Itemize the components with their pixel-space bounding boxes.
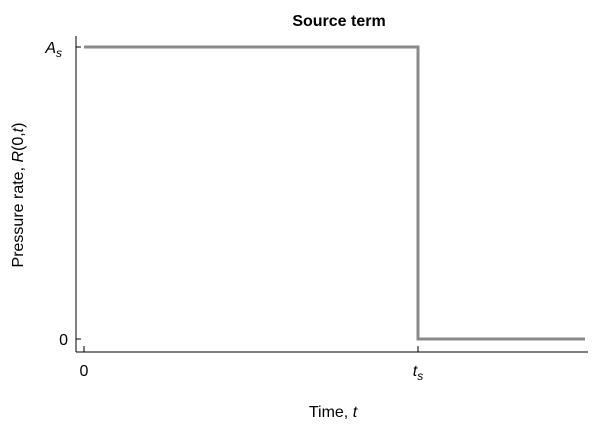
y-tick-label-main: A: [44, 40, 56, 57]
x-axis-label-text: Time,: [309, 404, 353, 421]
x-axis-label-var: t: [353, 404, 358, 421]
y-tick-label: 0: [59, 332, 68, 349]
y-axis-label-var: t: [10, 127, 27, 132]
y-tick-label-sub: s: [56, 46, 62, 60]
y-axis-label-text: Pressure rate,: [10, 163, 27, 268]
x-axis-label: Time, t: [309, 404, 358, 421]
x-tick-label-sub: s: [417, 369, 423, 383]
y-axis-ticks: 0 As: [44, 40, 81, 349]
x-tick-label-main: 0: [80, 363, 89, 380]
y-axis-label-close: ): [10, 123, 27, 128]
y-tick-label: As: [44, 40, 62, 60]
x-tick-label: ts: [413, 363, 423, 383]
y-axis-label: Pressure rate, R(0,t): [10, 123, 27, 268]
x-tick-label-main: t: [413, 363, 418, 380]
y-tick-label-main: 0: [59, 332, 68, 349]
x-tick-label: 0: [80, 363, 89, 380]
chart-title: Source term: [292, 13, 385, 30]
y-axis-label-args: (0,: [10, 132, 27, 151]
y-axis-label-func: R: [10, 151, 27, 163]
x-axis-ticks: 0 ts: [80, 346, 423, 383]
series-line: [84, 45, 585, 341]
